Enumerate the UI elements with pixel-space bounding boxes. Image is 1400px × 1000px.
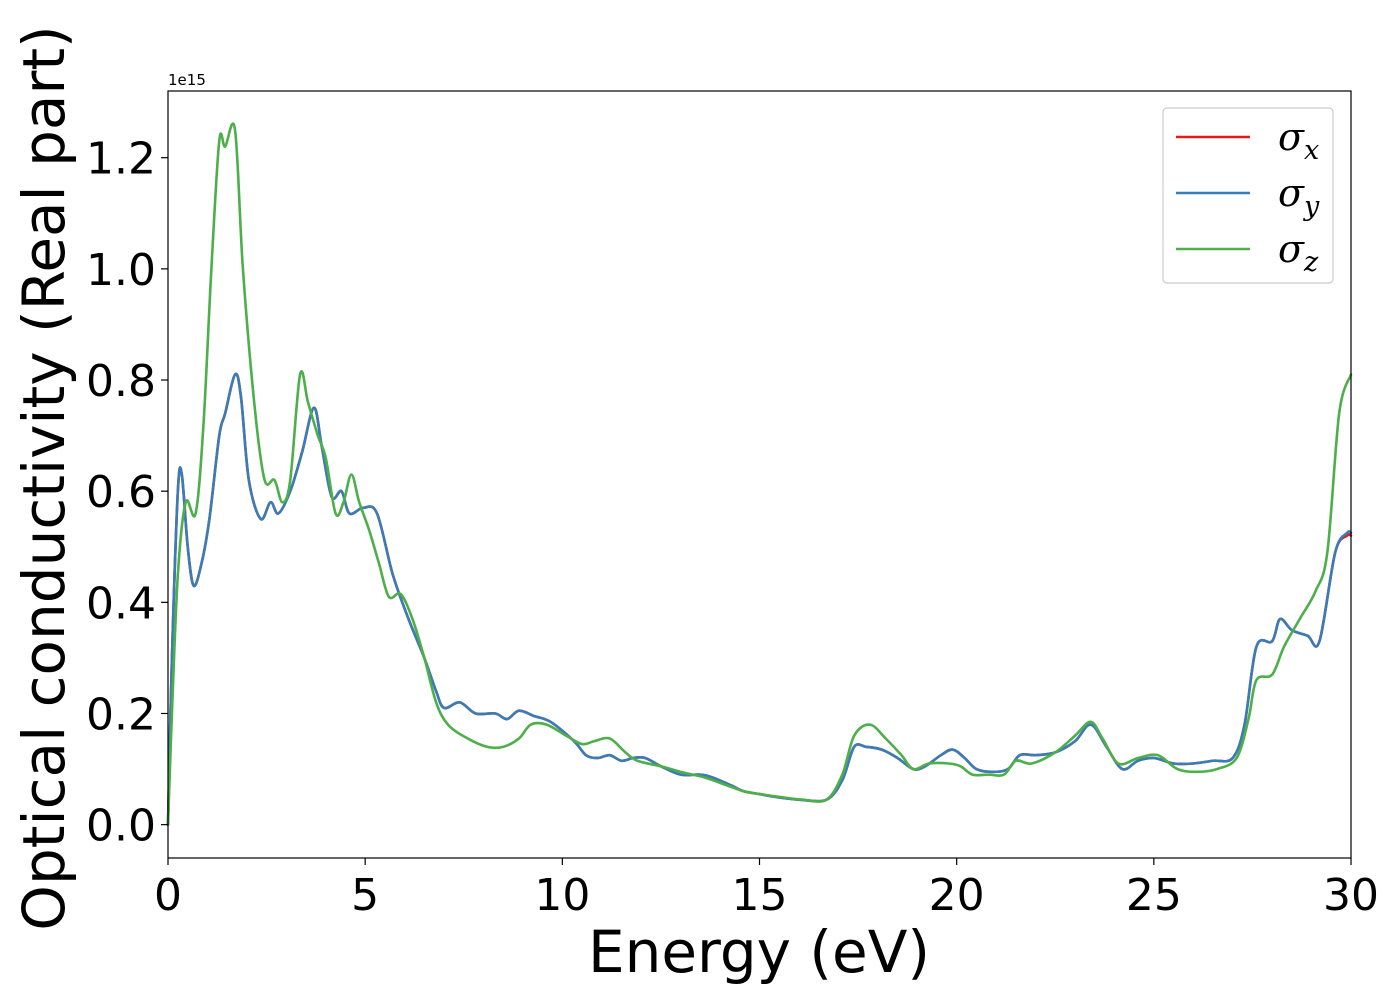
y-axis: 0.0 0.2 0.4 0.6 0.8 1.0 1.2 [86,134,168,852]
x-tick-label: 10 [534,870,590,921]
y-tick-label: 1.2 [86,134,156,185]
x-tick-label: 5 [351,870,379,921]
plot-area [168,91,1351,858]
y-tick-label: 0.6 [86,467,156,518]
y-tick-label: 1.0 [86,245,156,296]
x-tick-label: 15 [732,870,788,921]
y-tick-label: 0.2 [86,689,156,740]
y-tick-label: 0.0 [86,801,156,852]
legend-frame [1162,107,1334,284]
y-axis-title: Optical conductivity (Real part) [10,25,78,930]
series-line-z [166,122,1353,826]
x-axis: 0 5 10 15 20 25 30 [154,858,1379,921]
series-layer [166,122,1353,826]
y-tick-label: 0.4 [86,578,156,629]
x-tick-label: 30 [1323,870,1379,921]
x-tick-label: 20 [929,870,985,921]
y-offset-label: 1e15 [168,71,206,89]
x-tick-label: 0 [154,870,182,921]
x-axis-title: Energy (eV) [588,918,930,986]
y-tick-label: 0.8 [86,356,156,407]
x-tick-label: 25 [1126,870,1182,921]
